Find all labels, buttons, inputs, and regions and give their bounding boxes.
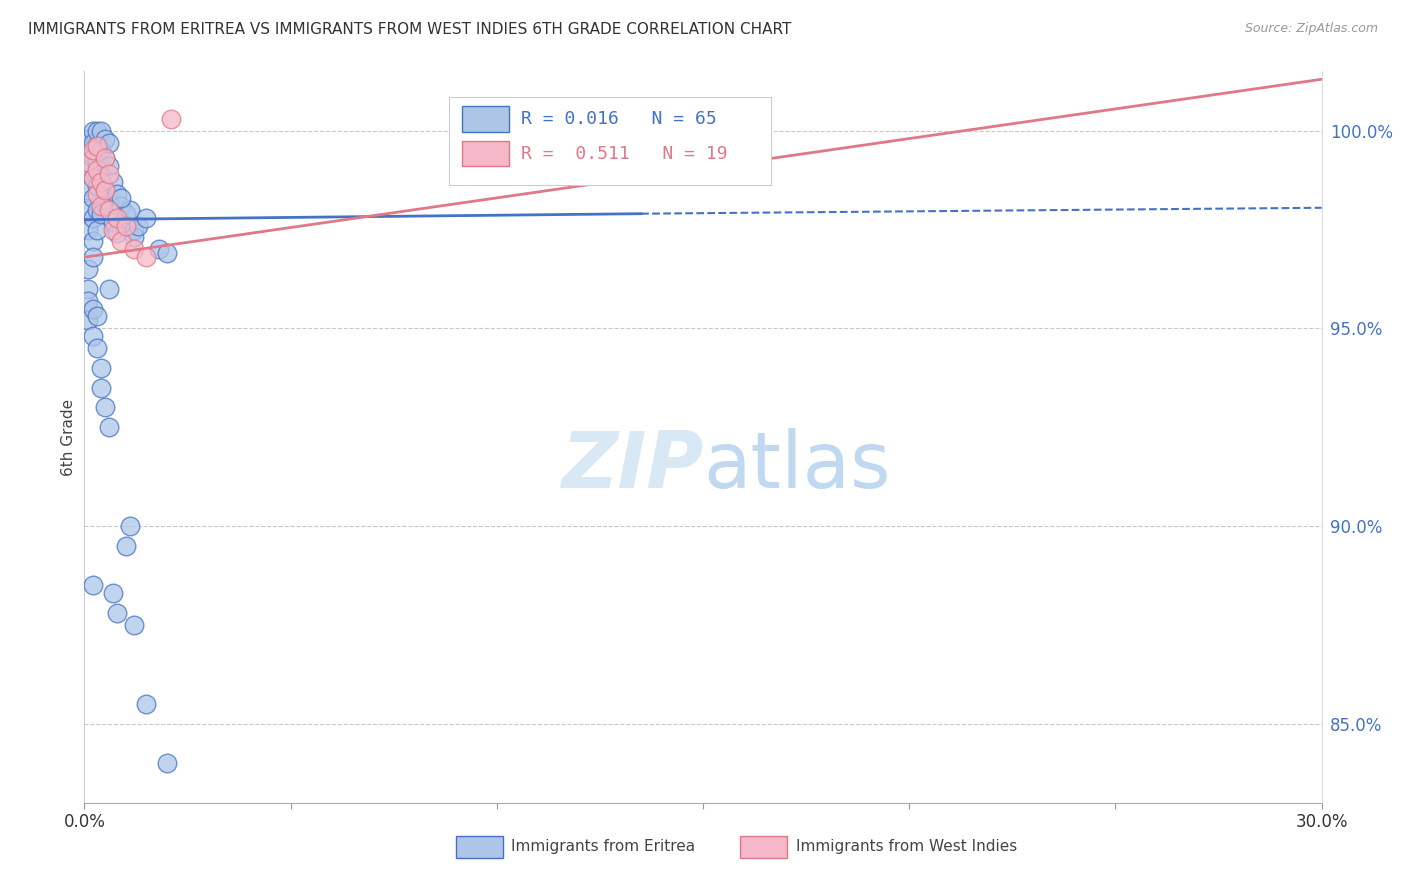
Point	[82, 250, 104, 264]
Point	[103, 586, 125, 600]
Point	[110, 235, 132, 249]
Point	[86, 123, 108, 137]
Point	[82, 144, 104, 158]
Point	[103, 214, 125, 228]
Point	[110, 199, 132, 213]
Point	[86, 163, 108, 178]
Point	[122, 230, 145, 244]
Text: ZIP: ZIP	[561, 428, 703, 504]
Point	[82, 171, 104, 186]
Point	[77, 282, 100, 296]
Point	[118, 202, 141, 217]
Text: IMMIGRANTS FROM ERITREA VS IMMIGRANTS FROM WEST INDIES 6TH GRADE CORRELATION CHA: IMMIGRANTS FROM ERITREA VS IMMIGRANTS FR…	[28, 22, 792, 37]
Text: Immigrants from Eritrea: Immigrants from Eritrea	[512, 839, 696, 855]
Point	[105, 227, 128, 241]
Point	[77, 155, 100, 169]
Point	[110, 191, 132, 205]
Point	[86, 155, 108, 169]
Point	[148, 242, 170, 256]
Point	[94, 183, 117, 197]
Point	[98, 420, 121, 434]
Point	[82, 136, 104, 150]
Bar	[450, 97, 770, 185]
Point	[77, 144, 100, 158]
Point	[82, 329, 104, 343]
Point	[86, 310, 108, 324]
Point	[82, 152, 104, 166]
Point	[90, 144, 112, 158]
Point	[86, 179, 108, 194]
Point	[127, 219, 149, 233]
Bar	[740, 836, 787, 858]
Text: R = 0.016   N = 65: R = 0.016 N = 65	[522, 110, 717, 128]
Point	[114, 219, 136, 233]
Point	[94, 152, 117, 166]
Text: atlas: atlas	[703, 428, 890, 504]
Point	[103, 175, 125, 189]
Point	[90, 199, 112, 213]
Point	[82, 235, 104, 249]
Point	[77, 163, 100, 178]
Point	[77, 293, 100, 308]
Point	[82, 301, 104, 316]
Point	[98, 136, 121, 150]
Point	[90, 381, 112, 395]
Y-axis label: 6th Grade: 6th Grade	[60, 399, 76, 475]
Text: Immigrants from West Indies: Immigrants from West Indies	[796, 839, 1017, 855]
Point	[90, 123, 112, 137]
Point	[90, 167, 112, 181]
Point	[82, 211, 104, 225]
Point	[105, 186, 128, 201]
Point	[118, 519, 141, 533]
Point	[114, 539, 136, 553]
Point	[105, 606, 128, 620]
Bar	[461, 106, 509, 132]
Point	[98, 167, 121, 181]
Point	[77, 183, 100, 197]
Point	[114, 207, 136, 221]
Bar	[461, 141, 509, 167]
Point	[82, 191, 104, 205]
Point	[82, 578, 104, 592]
Point	[94, 152, 117, 166]
Point	[98, 202, 121, 217]
Point	[86, 341, 108, 355]
Point	[98, 194, 121, 209]
Point	[90, 207, 112, 221]
Point	[77, 131, 100, 145]
Point	[86, 222, 108, 236]
Text: Source: ZipAtlas.com: Source: ZipAtlas.com	[1244, 22, 1378, 36]
Point	[98, 159, 121, 173]
Point	[77, 262, 100, 277]
Point	[135, 250, 157, 264]
Point	[156, 756, 179, 771]
Point	[105, 211, 128, 225]
Point	[122, 222, 145, 236]
Bar	[456, 836, 502, 858]
Point	[94, 131, 117, 145]
Text: R =  0.511   N = 19: R = 0.511 N = 19	[522, 145, 728, 163]
Point	[82, 171, 104, 186]
Point	[103, 222, 125, 236]
Point	[86, 202, 108, 217]
Point	[86, 139, 108, 153]
Point	[90, 175, 112, 189]
Point	[94, 183, 117, 197]
Point	[135, 211, 157, 225]
Point	[160, 112, 183, 126]
Point	[94, 401, 117, 415]
Point	[122, 242, 145, 256]
Point	[122, 618, 145, 632]
Point	[90, 360, 112, 375]
Point	[98, 282, 121, 296]
Point	[77, 222, 100, 236]
Point	[86, 139, 108, 153]
Point	[86, 186, 108, 201]
Point	[77, 313, 100, 327]
Point	[135, 697, 157, 711]
Point	[156, 246, 179, 260]
Point	[77, 202, 100, 217]
Point	[82, 123, 104, 137]
